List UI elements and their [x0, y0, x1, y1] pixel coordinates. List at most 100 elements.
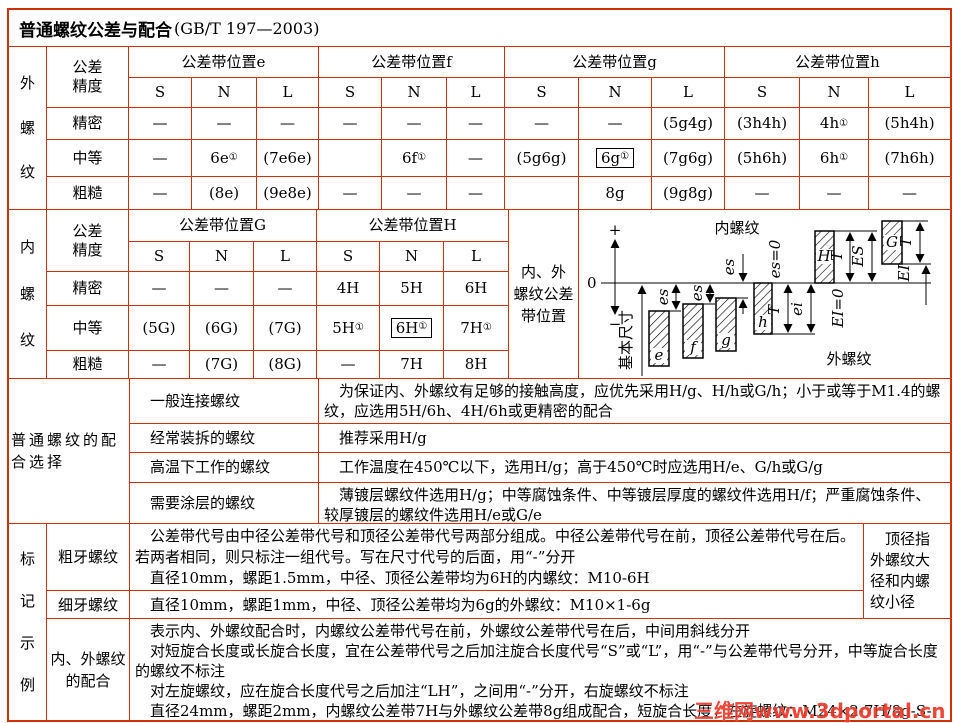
int-sub-1: N	[190, 242, 253, 271]
minus-label: −	[609, 315, 622, 333]
ext-sub-1: N	[192, 78, 256, 107]
ext-r2-c4: —	[382, 177, 446, 209]
int-r2-c0: —	[129, 351, 189, 378]
ext-r0-c2: —	[257, 108, 318, 139]
ext-r1-c8: (7g6g)	[652, 140, 724, 176]
ES-label: ES	[849, 245, 867, 267]
int-r0-c0: —	[129, 272, 189, 305]
tolerance-zone-diagram-svg: 内螺纹 外螺纹 0 + − 基本尺寸 e f g h H G es es	[587, 219, 931, 376]
watermark-text: 三维网www.3dportal.cn	[694, 699, 946, 723]
diagram-internal-thread-label: 内螺纹	[714, 219, 759, 237]
fit-selection-section: 普通螺纹的配合选择 一般连接螺纹 为保证内、外螺纹有足够的接触高度，应优先采用H…	[9, 379, 950, 524]
ext-r0-c3: —	[319, 108, 381, 139]
int-r2-c2: (8G)	[254, 351, 316, 378]
ext-r0-c7: —	[579, 108, 651, 139]
ext-r1-c5: —	[447, 140, 504, 176]
mark-row-label-2: 内、外螺纹的配合	[47, 619, 129, 720]
fit-row-text-1: 推荐采用H/g	[319, 424, 950, 452]
int-r0-c1: —	[190, 272, 253, 305]
es-zero-label: es=0	[766, 239, 784, 278]
int-sub-2: L	[254, 242, 316, 271]
es-g-label: es	[720, 258, 738, 275]
ei-label: ei	[788, 302, 806, 316]
ext-row-label-1: 中等	[47, 140, 128, 176]
tolerance-zone-diagram: 内螺纹 外螺纹 0 + − 基本尺寸 e f g h H G es es	[579, 210, 950, 378]
ext-r1-c6: (5g6g)	[505, 140, 578, 176]
ext-r1-c10: 6h ①	[800, 140, 868, 176]
ext-r0-c9: (3h4h)	[725, 108, 799, 139]
ext-r2-c9: —	[725, 177, 799, 209]
int-r1-c1: (6G)	[190, 306, 253, 350]
mark-row-label-0: 粗牙螺纹	[47, 524, 129, 590]
label-patches	[651, 235, 901, 363]
tolerance-position-label: 内、外 螺纹公差 带位置	[509, 210, 578, 378]
int-r0-c4: 5H	[380, 272, 443, 305]
ext-r2-c6	[505, 177, 578, 209]
ext-group-header-e: 公差带位置e	[129, 47, 318, 77]
diagram-labels: 内螺纹 外螺纹 0 + − 基本尺寸 e f g h H G es es	[587, 219, 915, 370]
ext-sub-9: S	[725, 78, 799, 107]
ext-group-header-g: 公差带位置g	[505, 47, 724, 77]
page-title: 普通螺纹公差与配合	[19, 20, 172, 41]
zone-h-label: h	[758, 313, 768, 331]
ext-sub-5: L	[447, 78, 504, 107]
title-bar: 普通螺纹公差与配合 (GB/T 197—2003)	[9, 10, 950, 46]
es-f-label: es	[688, 284, 706, 301]
ext-r0-c1: —	[192, 108, 256, 139]
ext-r0-c11: (5h4h)	[869, 108, 950, 139]
external-side-label: 外 螺 纹	[9, 47, 46, 209]
ext-sub-11: L	[869, 78, 950, 107]
ext-r1-c4: 6f ①	[382, 140, 446, 176]
int-row-label-2: 粗糙	[47, 351, 128, 378]
ext-r1-c1: 6e ①	[192, 140, 256, 176]
ext-sub-0: S	[129, 78, 191, 107]
ext-r2-c3: —	[319, 177, 381, 209]
ext-sub-2: L	[257, 78, 318, 107]
internal-side-label: 内 螺 纹	[9, 210, 46, 378]
diagram-external-thread-label: 外螺纹	[826, 350, 871, 368]
EI-zero-label: EI=0	[829, 288, 847, 328]
int-r0-c2: —	[254, 272, 316, 305]
zone-g-label: g	[721, 331, 731, 349]
ext-r2-c2: (9e8e)	[257, 177, 318, 209]
ext-r0-c8: (5g4g)	[652, 108, 724, 139]
ext-sub-4: N	[382, 78, 446, 107]
T-G-label: T	[897, 236, 915, 247]
mark-row-label-1: 细牙螺纹	[47, 591, 129, 618]
ext-r2-c7: 8g	[579, 177, 651, 209]
fit-row-text-2: 工作温度在450℃以下，选用H/g；高于450℃时应选用H/e、G/h或G/g	[319, 453, 950, 482]
ext-r0-c5: —	[447, 108, 504, 139]
mark-row-text-0: 公差带代号由中径公差带代号和顶径公差带代号两部分组成。中径公差带代号在前，顶径公…	[130, 524, 863, 590]
int-corner-label: 公差 精度	[47, 210, 128, 271]
marking-side-label: 标 记 示 例	[9, 524, 46, 720]
ext-r2-c1: (8e)	[192, 177, 256, 209]
ext-r2-c11: —	[869, 177, 950, 209]
ext-r2-c0: —	[129, 177, 191, 209]
int-group-header-G: 公差带位置G	[129, 210, 316, 241]
int-r0-c5: 6H	[444, 272, 508, 305]
basic-size-label: 基本尺寸	[617, 310, 635, 370]
boxed-preferred-fit: 6H①	[390, 317, 433, 339]
mark-row-text-2: 表示内、外螺纹配合时，内螺纹公差带代号在前，外螺纹公差带代号在后，中间用斜线分开…	[130, 619, 950, 723]
es-e-label: es	[654, 288, 672, 305]
ext-r1-c3	[319, 140, 381, 176]
int-r1-c4-boxed: 6H①	[380, 306, 443, 350]
ext-corner-label: 公差 精度	[47, 47, 128, 107]
ext-r1-c7-boxed: 6g①	[579, 140, 651, 176]
ext-r2-c5: —	[447, 177, 504, 209]
ext-r0-c4: —	[382, 108, 446, 139]
int-sub-4: N	[380, 242, 443, 271]
fit-row-label-1: 经常装拆的螺纹	[130, 424, 318, 452]
fit-row-label-2: 高温下工作的螺纹	[130, 453, 318, 482]
zone-G-label: G	[886, 233, 898, 251]
ext-sub-6: S	[505, 78, 578, 107]
int-r2-c3: —	[317, 351, 379, 378]
int-r2-c4: 7H	[380, 351, 443, 378]
zone-e-label: e	[655, 346, 664, 364]
ext-sub-7: N	[579, 78, 651, 107]
ext-r1-c2: (7e6e)	[257, 140, 318, 176]
ext-r0-c0: —	[129, 108, 191, 139]
int-row-label-0: 精密	[47, 272, 128, 305]
ext-group-header-h: 公差带位置h	[725, 47, 950, 77]
